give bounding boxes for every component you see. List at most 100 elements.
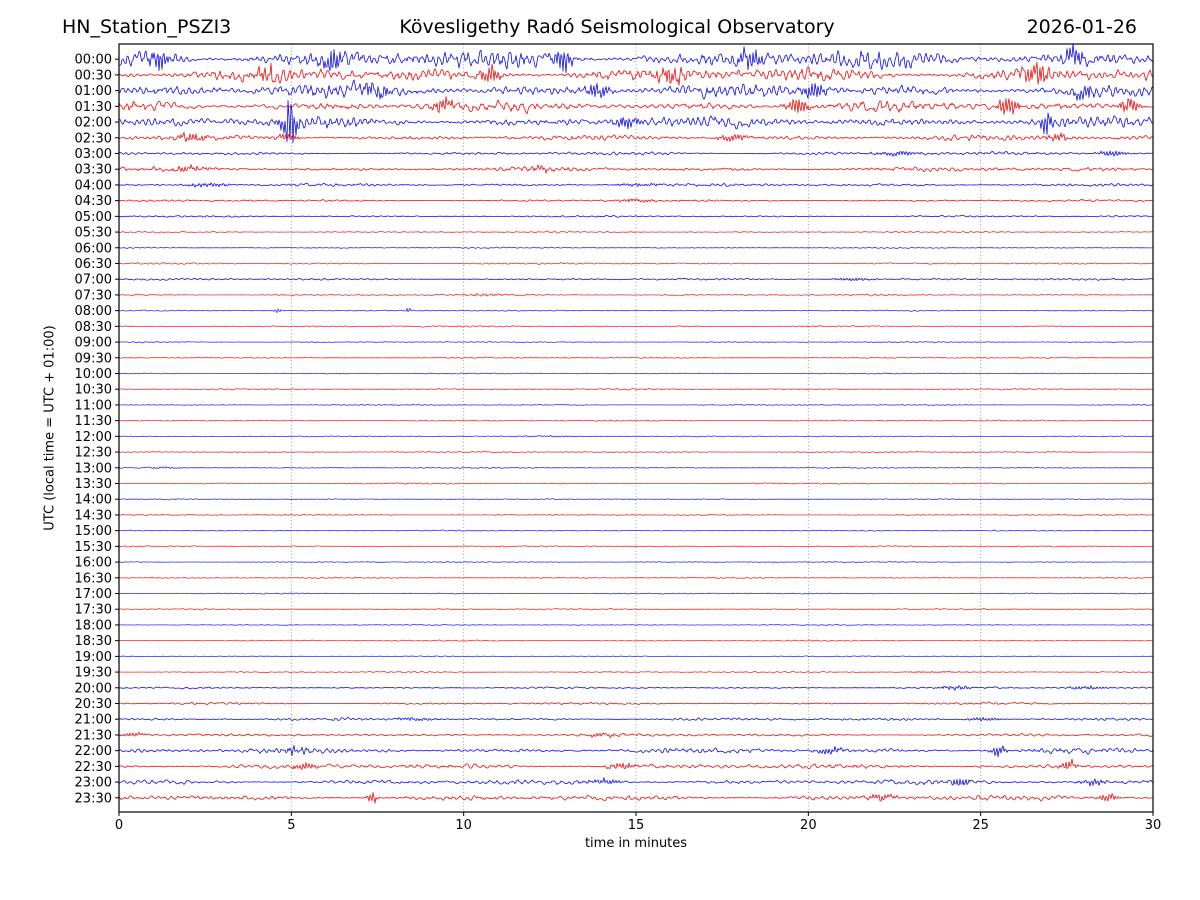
x-tick-label: 5 [287,818,295,833]
y-tick-label: 19:30 [75,666,112,681]
trace-20:00 [119,685,1153,691]
trace-08:00 [119,307,1153,314]
y-tick-label: 20:00 [75,681,112,696]
trace-03:30 [119,164,1153,174]
trace-00:30 [119,61,1153,86]
trace-22:30 [119,758,1153,770]
trace-13:00 [119,466,1153,469]
y-tick-label: 07:30 [75,288,112,303]
y-tick-label: 04:00 [75,178,112,193]
y-tick-label: 19:00 [75,650,112,665]
trace-12:30 [119,450,1153,454]
y-tick-label: 05:30 [75,226,112,241]
plot-border [118,43,1154,813]
x-tick-label: 25 [972,818,989,833]
y-tick-label: 13:00 [75,461,112,476]
station-title: HN_Station_PSZI3 [62,16,232,38]
trace-04:30 [119,198,1153,203]
trace-19:30 [119,670,1153,674]
date-title: 2026-01-26 [1026,16,1137,38]
y-tick-label: 15:30 [75,540,112,555]
trace-14:00 [119,498,1153,501]
trace-group [119,44,1153,804]
trace-22:00 [119,745,1153,758]
y-tick-label: 14:30 [75,508,112,523]
y-tick-label: 03:00 [75,147,112,162]
trace-23:00 [119,777,1153,787]
trace-03:00 [119,150,1153,157]
x-tick-label: 0 [115,818,123,833]
y-tick-label: 17:30 [75,603,112,618]
x-tick-label: 10 [455,818,472,833]
y-tick-label: 01:00 [75,84,112,99]
y-tick-label: 05:00 [75,210,112,225]
y-tick-label: 06:00 [75,241,112,256]
y-tick-label: 04:30 [75,194,112,209]
y-tick-label: 23:00 [75,776,112,791]
y-tick-label: 22:00 [75,744,112,759]
trace-10:30 [119,388,1153,391]
y-tick-label: 21:30 [75,728,112,743]
trace-14:30 [119,513,1153,517]
observatory-title: Kövesligethy Radó Seismological Observat… [399,16,835,38]
y-tick-label: 12:30 [75,446,112,461]
x-axis-label: time in minutes [584,836,688,851]
x-tick-label: 15 [628,818,645,833]
y-tick-label: 06:30 [75,257,112,272]
y-tick-label: 09:30 [75,351,112,366]
trace-00:00 [119,44,1153,74]
y-tick-label: 22:30 [75,760,112,775]
trace-02:00 [119,100,1153,144]
y-tick-label: 21:00 [75,713,112,728]
trace-08:30 [119,325,1153,328]
trace-09:00 [119,341,1153,344]
trace-20:30 [119,701,1153,706]
y-tick-label: 18:30 [75,634,112,649]
trace-04:00 [119,182,1153,188]
y-tick-label: 00:00 [75,53,112,68]
y-tick-label: 00:30 [75,68,112,83]
trace-06:30 [119,262,1153,265]
trace-01:00 [119,79,1153,101]
trace-07:00 [119,277,1153,282]
trace-12:00 [119,435,1153,438]
y-tick-label: 11:30 [75,414,112,429]
trace-18:30 [119,639,1153,642]
y-tick-label: 16:00 [75,556,112,571]
trace-09:30 [119,356,1153,359]
y-tick-label: 10:30 [75,383,112,398]
trace-11:00 [119,404,1153,406]
y-tick-label: 10:00 [75,367,112,382]
trace-18:00 [119,623,1153,626]
x-tick-label: 20 [800,818,817,833]
trace-16:30 [119,576,1153,579]
y-tick-label: 08:00 [75,304,112,319]
trace-02:30 [119,131,1153,143]
trace-21:00 [119,716,1153,722]
y-tick-label: 08:30 [75,320,112,335]
y-tick-label: 01:30 [75,100,112,115]
trace-23:30 [119,792,1153,804]
y-tick-label: 18:00 [75,618,112,633]
y-tick-label: 09:00 [75,336,112,351]
trace-19:00 [119,655,1153,658]
y-tick-label: 14:00 [75,493,112,508]
y-tick-label: 17:00 [75,587,112,602]
x-tick-label: 30 [1145,818,1162,833]
trace-10:00 [119,372,1153,375]
y-tick-label: 12:00 [75,430,112,445]
y-tick-label: 20:30 [75,697,112,712]
trace-05:00 [119,214,1153,218]
y-tick-label: 07:00 [75,273,112,288]
y-tick-label: 16:30 [75,571,112,586]
trace-13:30 [119,482,1153,485]
trace-15:00 [119,529,1153,532]
y-tick-label: 23:30 [75,791,112,806]
trace-17:30 [119,608,1153,611]
trace-11:30 [119,419,1153,422]
trace-07:30 [119,293,1153,297]
y-tick-label: 02:30 [75,131,112,146]
trace-17:00 [119,592,1153,595]
